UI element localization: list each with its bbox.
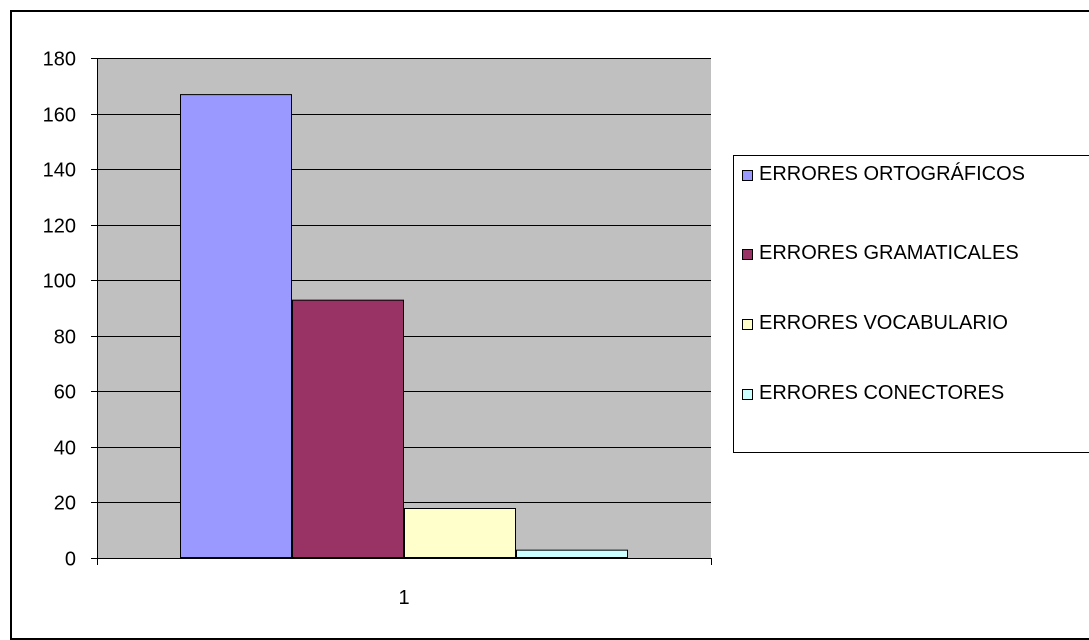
x-tick-label: 1 [398, 587, 409, 609]
bar-errores-vocabulario [404, 508, 516, 558]
y-tick-label: 80 [54, 327, 76, 349]
legend-swatch [742, 389, 753, 400]
bar-errores-ortogr-ficos [180, 94, 292, 558]
y-tick-label: 160 [43, 105, 76, 127]
legend: ERRORES ORTOGRÁFICOS ERRORES GRAMATICALES… [733, 155, 1089, 453]
bars [180, 94, 628, 559]
y-tick-label: 100 [43, 271, 76, 293]
y-tick-label: 140 [43, 160, 76, 182]
legend-swatch [742, 170, 753, 181]
y-tick-label: 120 [43, 216, 76, 238]
y-tick-label: 40 [54, 438, 76, 460]
legend-swatch [742, 249, 753, 260]
bar-errores-gramaticales [292, 299, 404, 558]
axes: 0 20 40 60 80 100 120 140 160 180 1 [43, 49, 712, 609]
legend-item: ERRORES CONECTORES [742, 382, 1089, 410]
y-tick-label: 20 [54, 493, 76, 515]
legend-label: ERRORES CONECTORES [759, 382, 1005, 404]
legend-item: ERRORES GRAMATICALES [742, 242, 1089, 270]
bar-errores-conectores [516, 549, 628, 559]
y-tick-label: 0 [65, 549, 76, 571]
legend-label: ERRORES ORTOGRÁFICOS [759, 163, 1025, 185]
legend-label: ERRORES GRAMATICALES [759, 242, 1019, 264]
legend-label: ERRORES VOCABULARIO [759, 312, 1008, 334]
y-tick-label: 60 [54, 382, 76, 404]
legend-swatch [742, 319, 753, 330]
legend-item: ERRORES ORTOGRÁFICOS [742, 163, 1089, 191]
legend-item: ERRORES VOCABULARIO [742, 312, 1089, 340]
y-tick-label: 180 [43, 49, 76, 71]
